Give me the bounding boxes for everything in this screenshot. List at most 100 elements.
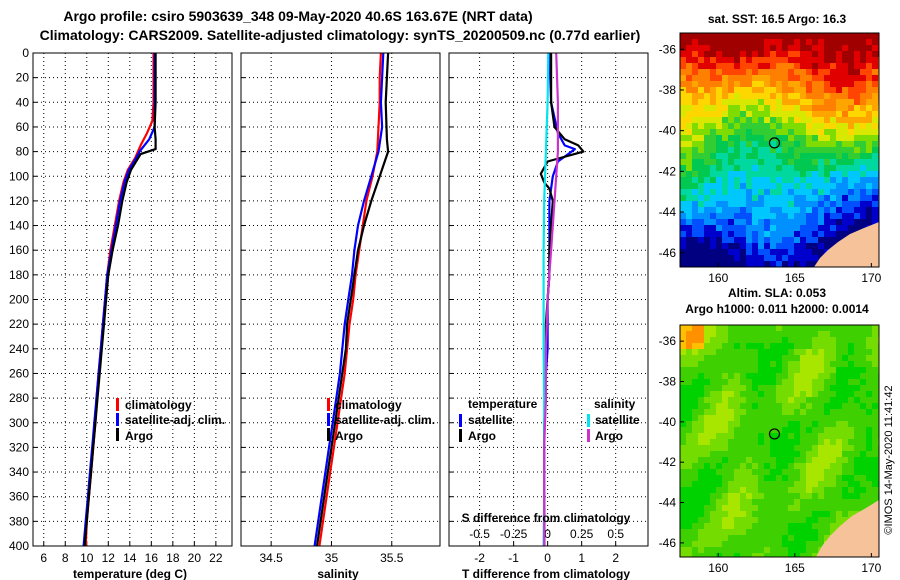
map-cell (794, 499, 801, 506)
map-cell (806, 159, 813, 166)
map-cell (800, 463, 807, 470)
map-cell (740, 361, 747, 368)
temperature-tick-labels: 6 8 10 12 14 16 18 20 22 (40, 551, 222, 565)
map-cell (710, 439, 717, 446)
legend-label-t-argo: Argo (468, 429, 496, 443)
map-cell (842, 391, 849, 398)
legend-label-satellite: satellite-adj. clim. (335, 413, 435, 427)
map-cell (764, 75, 771, 82)
lat-tick-label--44: -44 (659, 205, 677, 219)
map-cell (722, 427, 729, 434)
map-cell (872, 177, 879, 184)
map-cell (788, 117, 795, 124)
map-cell (788, 325, 795, 332)
map-cell (782, 505, 789, 512)
map-cell (704, 99, 711, 106)
map-cell (722, 391, 729, 398)
map-cell (728, 511, 735, 518)
map-cell (848, 225, 855, 232)
map-cell (818, 117, 825, 124)
map-cell (854, 57, 861, 64)
map-cell (782, 427, 789, 434)
map-cell (704, 451, 711, 458)
map-cell (716, 367, 723, 374)
map-cell (740, 105, 747, 112)
map-cell (872, 93, 879, 100)
map-cell (686, 493, 693, 500)
map-cell (722, 201, 729, 208)
map-cell (770, 105, 777, 112)
map-cell (776, 225, 783, 232)
map-cell (794, 69, 801, 76)
map-cell (872, 213, 879, 220)
map-cell (824, 511, 831, 518)
map-cell (758, 207, 765, 214)
map-cell (704, 165, 711, 172)
map-cell (710, 213, 717, 220)
lat-tick-label--38: -38 (659, 374, 677, 388)
map-cell (842, 219, 849, 226)
map-cell (692, 117, 699, 124)
map-cell (710, 463, 717, 470)
map-cell (830, 117, 837, 124)
map-cell (698, 57, 705, 64)
map-cell (722, 385, 729, 392)
map-cell (854, 33, 861, 40)
map-cell (704, 337, 711, 344)
map-cell (680, 379, 687, 386)
map-cell (686, 159, 693, 166)
map-cell (686, 541, 693, 548)
map-cell (782, 189, 789, 196)
map-cell (788, 529, 795, 536)
map-cell (686, 427, 693, 434)
map-cell (818, 249, 825, 256)
map-cell (710, 541, 717, 548)
map-cell (776, 219, 783, 226)
map-cell (722, 541, 729, 548)
map-cell (716, 463, 723, 470)
map-cell (752, 63, 759, 70)
map-cell (782, 451, 789, 458)
map-cell (698, 243, 705, 250)
map-cell (752, 39, 759, 46)
map-cell (746, 427, 753, 434)
map-cell (854, 123, 861, 130)
map-cell (824, 165, 831, 172)
map-cell (794, 183, 801, 190)
map-cell (806, 45, 813, 52)
map-cell (764, 487, 771, 494)
temperature-xlabel: temperature (deg C) (73, 567, 187, 580)
map-cell (806, 129, 813, 136)
map-cell (680, 349, 687, 356)
map-cell (710, 475, 717, 482)
map-cell (764, 523, 771, 530)
map-cell (830, 409, 837, 416)
map-cell (710, 93, 717, 100)
map-cell (812, 391, 819, 398)
map-cell (824, 213, 831, 220)
depth-tick-label-300: 300 (9, 416, 29, 430)
map-cell (806, 511, 813, 518)
map-cell (836, 45, 843, 52)
map-cell (722, 367, 729, 374)
map-cell (776, 523, 783, 530)
map-cell (734, 165, 741, 172)
map-cell (848, 201, 855, 208)
map-cell (818, 397, 825, 404)
imos-watermark: ©IMOS 14-May-2020 11:41:42 (883, 385, 895, 534)
lon-tick-label-170: 170 (861, 561, 881, 575)
map-cell (782, 69, 789, 76)
map-cell (836, 361, 843, 368)
map-cell (758, 213, 765, 220)
map-cell (830, 141, 837, 148)
map-cell (686, 499, 693, 506)
map-cell (800, 159, 807, 166)
map-cell (686, 87, 693, 94)
map-cell (824, 385, 831, 392)
map-cell (812, 81, 819, 88)
map-cell (836, 183, 843, 190)
map-cell (704, 123, 711, 130)
map-cell (812, 433, 819, 440)
map-cell (800, 183, 807, 190)
map-cell (830, 397, 837, 404)
